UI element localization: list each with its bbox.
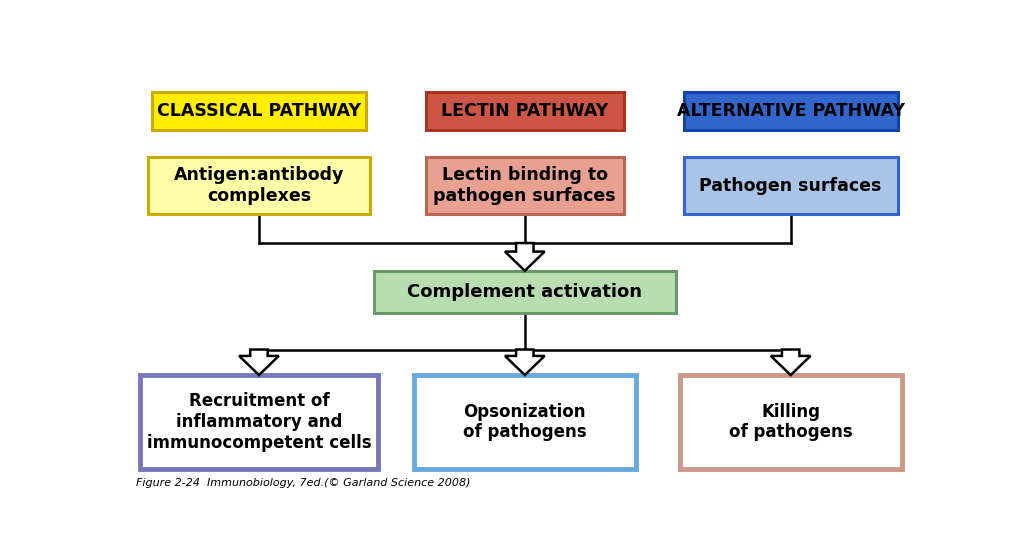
FancyBboxPatch shape [684,157,898,215]
Text: Pathogen surfaces: Pathogen surfaces [699,176,882,195]
FancyBboxPatch shape [426,157,624,215]
FancyBboxPatch shape [426,92,624,131]
FancyBboxPatch shape [680,375,902,469]
Polygon shape [505,243,545,271]
Text: Lectin binding to
pathogen surfaces: Lectin binding to pathogen surfaces [433,166,616,205]
FancyBboxPatch shape [152,92,367,131]
FancyBboxPatch shape [147,157,370,215]
FancyBboxPatch shape [684,92,898,131]
Text: Killing
of pathogens: Killing of pathogens [729,403,852,441]
Text: Opsonization
of pathogens: Opsonization of pathogens [463,403,587,441]
FancyBboxPatch shape [414,375,636,469]
FancyBboxPatch shape [374,271,676,314]
Text: ALTERNATIVE PATHWAY: ALTERNATIVE PATHWAY [677,102,904,120]
Text: LECTIN PATHWAY: LECTIN PATHWAY [441,102,608,120]
Text: Complement activation: Complement activation [408,283,642,301]
Text: Recruitment of
inflammatory and
immunocompetent cells: Recruitment of inflammatory and immunoco… [146,392,372,452]
Text: CLASSICAL PATHWAY: CLASSICAL PATHWAY [157,102,360,120]
Polygon shape [240,349,279,375]
FancyBboxPatch shape [140,375,378,469]
Text: Figure 2-24  Immunobiology, 7ed.(© Garland Science 2008): Figure 2-24 Immunobiology, 7ed.(© Garlan… [136,478,470,488]
Polygon shape [505,349,545,375]
Polygon shape [771,349,811,375]
Text: Antigen:antibody
complexes: Antigen:antibody complexes [174,166,344,205]
